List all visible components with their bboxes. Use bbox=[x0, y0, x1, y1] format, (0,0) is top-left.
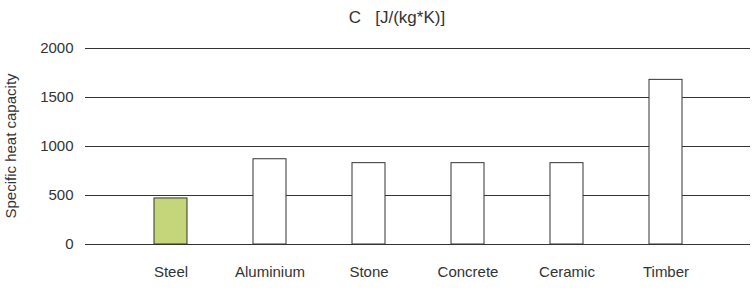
svg-text:Specific heat capacity: Specific heat capacity bbox=[2, 73, 19, 219]
svg-text:Timber: Timber bbox=[643, 263, 689, 280]
svg-text:Ceramic: Ceramic bbox=[539, 263, 595, 280]
svg-text:Aluminium: Aluminium bbox=[235, 263, 305, 280]
svg-text:2000: 2000 bbox=[40, 39, 73, 56]
html-text:C [J/(kg*K)]: C [J/(kg*K)] bbox=[348, 8, 446, 27]
svg-text:Steel: Steel bbox=[154, 263, 188, 280]
svg-text:Stone: Stone bbox=[349, 263, 388, 280]
svg-text:Concrete: Concrete bbox=[438, 263, 499, 280]
svg-text:0: 0 bbox=[65, 235, 73, 252]
svg-text:1500: 1500 bbox=[40, 88, 73, 105]
svg-text:500: 500 bbox=[48, 186, 73, 203]
svg-text:1000: 1000 bbox=[40, 137, 73, 154]
